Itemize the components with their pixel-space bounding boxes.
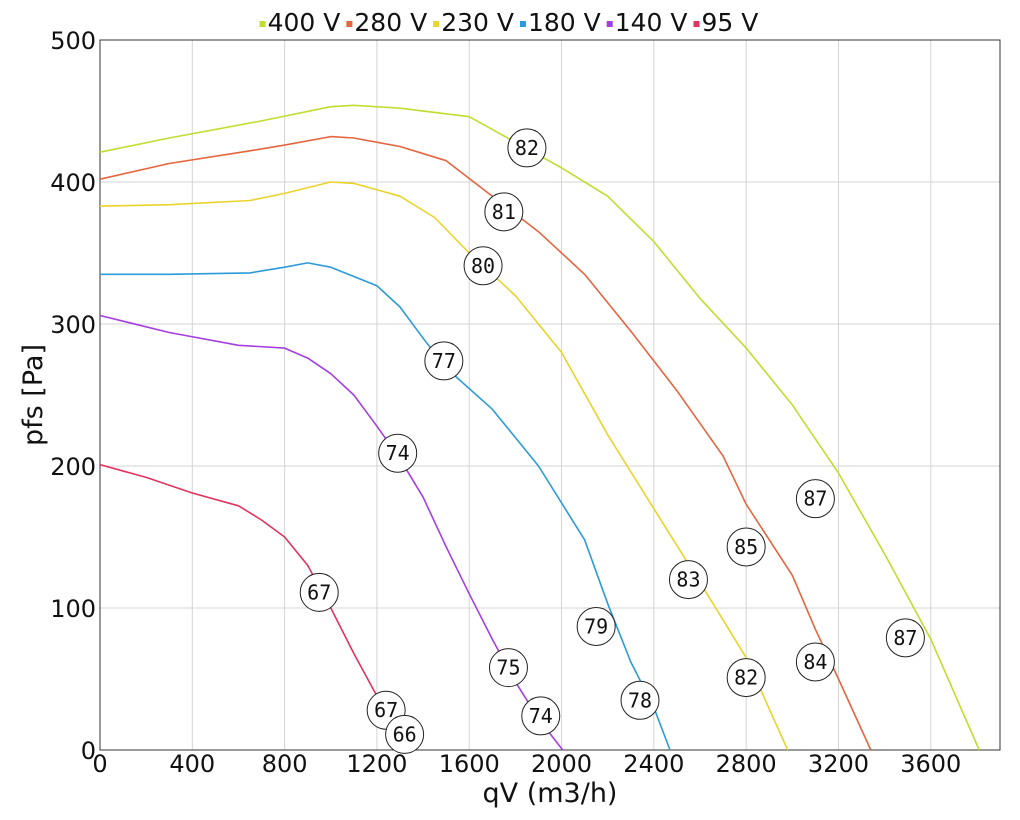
callout-circle [488, 648, 528, 688]
callout-label: 67 [307, 580, 331, 604]
callout-circle [885, 618, 925, 658]
series-line [99, 314, 564, 751]
legend-label: 280 V [354, 8, 427, 37]
y-tick-label: 500 [50, 27, 96, 55]
plot-frame [99, 39, 1001, 751]
callout-label: 87 [803, 487, 827, 511]
callout-circle [521, 696, 561, 736]
grid [99, 39, 1000, 751]
callout-label: 74 [529, 704, 553, 728]
legend-item: 95 V [693, 8, 759, 37]
callout-circle [299, 572, 339, 612]
callout-circle [378, 433, 418, 473]
callout-circle [795, 479, 835, 519]
callout-label: 77 [432, 349, 456, 373]
callout-label: 80 [471, 254, 495, 278]
legend: 400 V 280 V 230 V 180 V 140 V 95 V [259, 8, 759, 37]
legend-item: 180 V [520, 8, 601, 37]
callout-label: 85 [734, 535, 758, 559]
legend-item: 280 V [346, 8, 427, 37]
legend-item: 230 V [433, 8, 514, 37]
tick-labels: 0 400 800 1200 1600 2000 2400 2800 3200 3600 0 100 2… [50, 27, 961, 778]
callout-circle [795, 642, 835, 682]
y-tick-label: 100 [50, 595, 96, 623]
callout-label: 79 [584, 614, 608, 638]
y-tick-label: 400 [50, 169, 96, 197]
legend-swatch [606, 21, 613, 27]
legend-swatch [433, 21, 440, 27]
series-line [99, 463, 408, 751]
legend-label: 230 V [441, 8, 514, 37]
y-tick-label: 300 [50, 311, 96, 339]
x-tick-label: 3200 [808, 750, 869, 778]
callout-label: 81 [492, 200, 516, 224]
x-tick-label: 0 [92, 750, 107, 778]
callout-label: 66 [393, 722, 417, 746]
y-tick-label: 200 [50, 453, 96, 481]
callout-label: 82 [515, 136, 539, 160]
legend-label: 140 V [615, 8, 688, 37]
legend-label: 95 V [702, 8, 759, 37]
y-axis-title: pfs [Pa] [18, 344, 49, 446]
legend-item: 140 V [606, 8, 688, 37]
callout-circle [726, 527, 766, 567]
callout-label: 75 [496, 656, 520, 680]
callout-label: 83 [676, 568, 700, 592]
legend-label: 180 V [528, 8, 601, 37]
y-tick-label: 0 [81, 737, 96, 765]
x-tick-label: 800 [262, 750, 308, 778]
legend-swatch [346, 21, 353, 27]
callout-circle [484, 192, 524, 232]
series-line [100, 262, 671, 751]
legend-swatch [520, 21, 526, 27]
callout-label: 87 [893, 626, 917, 650]
x-tick-label: 2800 [716, 750, 777, 778]
x-tick-label: 2400 [623, 750, 684, 778]
callout-circle [620, 680, 660, 720]
x-axis-title: qV (m3/h) [483, 778, 618, 809]
x-tick-label: 2000 [531, 750, 592, 778]
series-line [99, 181, 789, 751]
legend-item: 400 V [259, 8, 341, 37]
callout-circle [424, 341, 464, 381]
callout-circle [507, 128, 547, 168]
series-lines [99, 104, 980, 751]
callout-circle [726, 658, 766, 698]
x-tick-label: 3600 [900, 750, 961, 778]
callout-circle [463, 246, 503, 286]
callout-circle [668, 560, 708, 600]
x-tick-label: 400 [169, 750, 215, 778]
callout-label: 74 [386, 441, 410, 465]
legend-swatch [693, 21, 700, 27]
callout-label: 78 [628, 688, 652, 712]
callout-circle [385, 714, 425, 754]
series-line [99, 135, 872, 751]
legend-label: 400 V [268, 8, 341, 37]
x-tick-label: 1200 [346, 750, 407, 778]
x-tick-label: 1600 [439, 750, 500, 778]
callout-label: 82 [734, 666, 758, 690]
series-line [99, 104, 980, 751]
legend-swatch [259, 21, 266, 27]
callout-circle [576, 606, 616, 646]
callout-label: 84 [803, 650, 827, 674]
